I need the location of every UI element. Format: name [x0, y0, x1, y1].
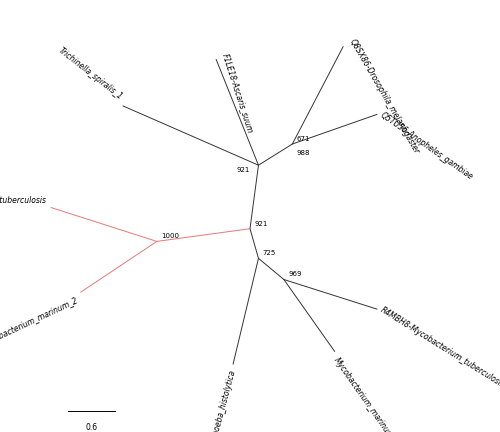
Text: P9WPJ6-Mycobacterium_tuberculosis: P9WPJ6-Mycobacterium_tuberculosis — [0, 197, 47, 206]
Text: 988: 988 — [296, 150, 310, 156]
Text: 969: 969 — [288, 271, 302, 277]
Text: Mycobacterium_marinum_1: Mycobacterium_marinum_1 — [332, 356, 400, 432]
Text: Q8SX86-Drosophila_melanogaster: Q8SX86-Drosophila_melanogaster — [348, 38, 420, 156]
Text: Mycobacterium_marinum_2: Mycobacterium_marinum_2 — [0, 296, 80, 349]
Text: 921: 921 — [236, 167, 250, 173]
Text: 725: 725 — [262, 250, 276, 256]
Text: F1LE18-Ascaris_suum: F1LE18-Ascaris_suum — [220, 52, 254, 134]
Text: Trichinella_spiralis_1: Trichinella_spiralis_1 — [57, 46, 124, 102]
Text: 0.6: 0.6 — [85, 423, 98, 432]
Text: Q5TU56-Anopheles_gambiae: Q5TU56-Anopheles_gambiae — [378, 111, 474, 182]
Text: C4LXK3-Entamoeba_histolytica: C4LXK3-Entamoeba_histolytica — [198, 368, 237, 432]
Text: 671: 671 — [296, 136, 310, 142]
Text: 1000: 1000 — [161, 233, 179, 239]
Text: 921: 921 — [254, 221, 268, 226]
Text: R4MBH8-Mycobacterium_tuberculosis: R4MBH8-Mycobacterium_tuberculosis — [379, 305, 500, 390]
